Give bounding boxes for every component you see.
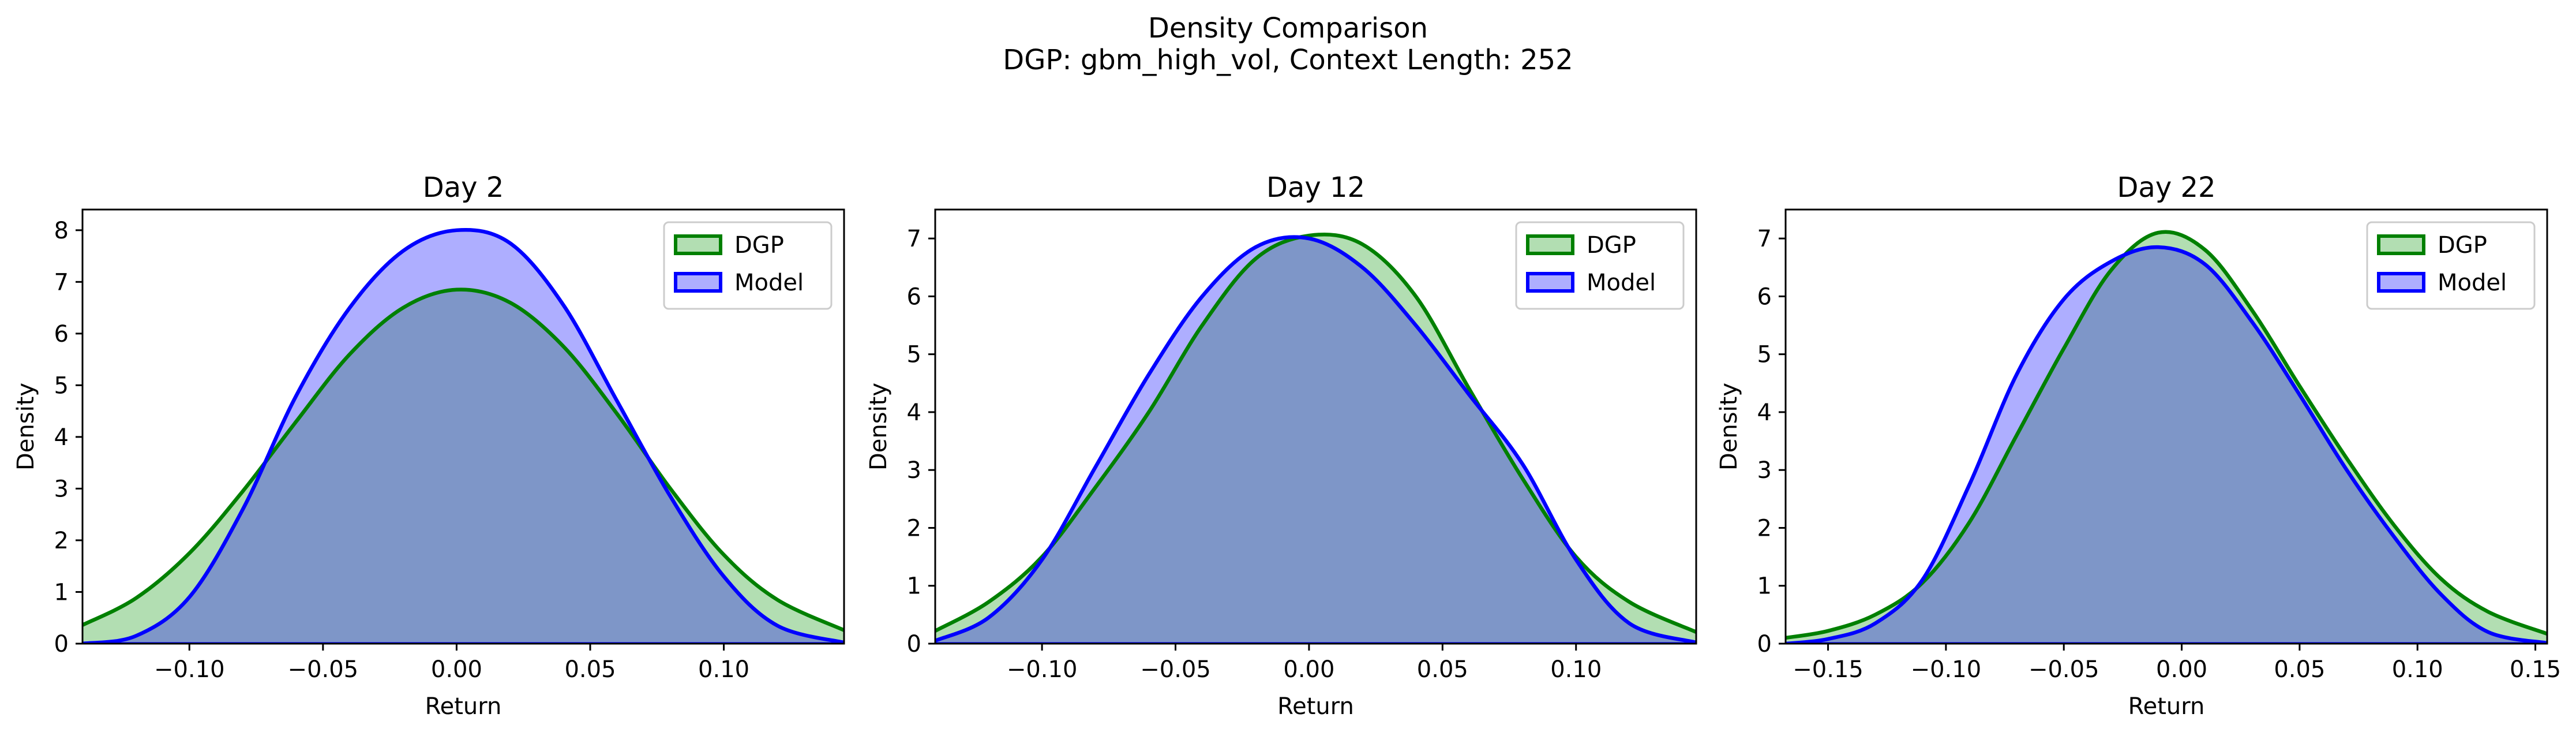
- plot-area: [83, 227, 844, 644]
- y-tick-label: 3: [1757, 457, 1772, 484]
- x-tick-label: 0.00: [1283, 656, 1334, 683]
- y-tick-label: 2: [1757, 515, 1772, 541]
- y-tick-label: 6: [907, 283, 921, 310]
- x-tick-label: 0.15: [2510, 656, 2561, 683]
- subplot-title: Day 2: [423, 171, 504, 204]
- figure-subtitle: DGP: gbm_high_vol, Context Length: 252: [1003, 44, 1573, 76]
- y-tick-label: 5: [54, 372, 69, 399]
- x-tick-label: 0.05: [564, 656, 616, 683]
- subplot-title: Day 22: [2117, 171, 2215, 204]
- dgp-line: [83, 287, 844, 632]
- model-legend-swatch: [2377, 272, 2425, 293]
- axes-frame: [934, 208, 1697, 645]
- dgp-line: [1786, 230, 2547, 640]
- axes-frame: [81, 208, 845, 645]
- y-tick-label: 3: [54, 476, 69, 502]
- overlap-area: [83, 289, 844, 644]
- y-tick-label: 0: [1757, 631, 1772, 657]
- y-tick-label: 7: [907, 226, 921, 252]
- axes-frame: [1784, 208, 2548, 645]
- y-tick-label: 2: [54, 528, 69, 554]
- model-legend-swatch: [674, 272, 722, 293]
- model-line: [1786, 245, 2547, 644]
- dgp-legend-swatch: [1526, 234, 1574, 255]
- model-legend-label: Model: [734, 270, 804, 296]
- x-tick-label: 0.00: [431, 656, 482, 683]
- x-tick-label: −0.05: [2028, 656, 2099, 683]
- y-tick-label: 7: [1757, 226, 1772, 252]
- y-tick-label: 0: [54, 631, 69, 657]
- x-tick-label: 0.10: [698, 656, 749, 683]
- y-tick-label: 1: [1757, 573, 1772, 600]
- x-axis-label: Return: [425, 693, 502, 720]
- model-legend-label: Model: [2438, 270, 2507, 296]
- y-tick-label: 4: [54, 424, 69, 451]
- figure-title: Density Comparison: [1148, 12, 1428, 44]
- y-tick-label: 8: [54, 218, 69, 244]
- x-axis-label: Return: [2128, 693, 2205, 720]
- subplot-3: −0.15 −0.10 −0.05 0.00 0.05 0.10 0.15 0 1 2 3 4 5 6 7 D…: [1716, 171, 2561, 720]
- plot-area: [935, 232, 1696, 644]
- legend: DGP Model: [2366, 221, 2536, 310]
- y-tick-label: 1: [907, 573, 921, 600]
- y-tick-label: 0: [907, 631, 921, 657]
- dgp-legend-swatch: [2377, 234, 2425, 255]
- x-tick-label: −0.15: [1793, 656, 1863, 683]
- plot-area: [1786, 230, 2547, 644]
- overlap-area: [935, 237, 1696, 644]
- legend: DGP Model: [1515, 221, 1685, 310]
- model-line: [935, 235, 1696, 644]
- dgp-legend-label: DGP: [734, 232, 784, 259]
- x-tick-label: −0.10: [1007, 656, 1078, 683]
- x-tick-label: −0.05: [288, 656, 359, 683]
- dgp-legend-swatch: [674, 234, 722, 255]
- subplot-title: Day 12: [1266, 171, 1365, 204]
- x-tick-label: 0.10: [2392, 656, 2443, 683]
- dgp-legend-label: DGP: [1587, 232, 1636, 259]
- y-tick-label: 4: [907, 399, 921, 426]
- dgp-line: [935, 232, 1696, 634]
- y-axis-label: Density: [13, 383, 39, 470]
- y-tick-label: 4: [1757, 399, 1772, 426]
- model-legend-swatch: [1526, 272, 1574, 293]
- x-tick-label: 0.10: [1550, 656, 1602, 683]
- x-tick-label: −0.10: [154, 656, 225, 683]
- legend: DGP Model: [663, 221, 833, 310]
- y-tick-label: 6: [54, 321, 69, 348]
- y-tick-label: 2: [907, 515, 921, 541]
- y-tick-label: 3: [907, 457, 921, 484]
- y-axis-label: Density: [1716, 383, 1742, 470]
- subplot-2: −0.10 −0.05 0.00 0.05 0.10 0 1 2 3 4 5 6 7 Day 12 Retu…: [865, 171, 1697, 720]
- subplot-1: −0.10 −0.05 0.00 0.05 0.10 0 1 2 3 4 5 6 7 8 Day 2 Retu…: [13, 171, 845, 720]
- x-tick-label: 0.05: [1417, 656, 1468, 683]
- x-tick-label: −0.10: [1911, 656, 1982, 683]
- y-tick-label: 5: [907, 342, 921, 368]
- x-axis-label: Return: [1277, 693, 1354, 720]
- overlap-area: [1786, 247, 2547, 644]
- y-tick-label: 1: [54, 579, 69, 606]
- y-tick-label: 6: [1757, 283, 1772, 310]
- model-legend-label: Model: [1587, 270, 1656, 296]
- y-tick-label: 7: [54, 269, 69, 296]
- dgp-legend-label: DGP: [2438, 232, 2487, 259]
- y-axis-label: Density: [865, 383, 892, 470]
- model-line: [83, 227, 844, 644]
- x-tick-label: −0.05: [1140, 656, 1211, 683]
- x-tick-label: 0.05: [2274, 656, 2325, 683]
- x-tick-label: 0.00: [2156, 656, 2207, 683]
- y-tick-label: 5: [1757, 342, 1772, 368]
